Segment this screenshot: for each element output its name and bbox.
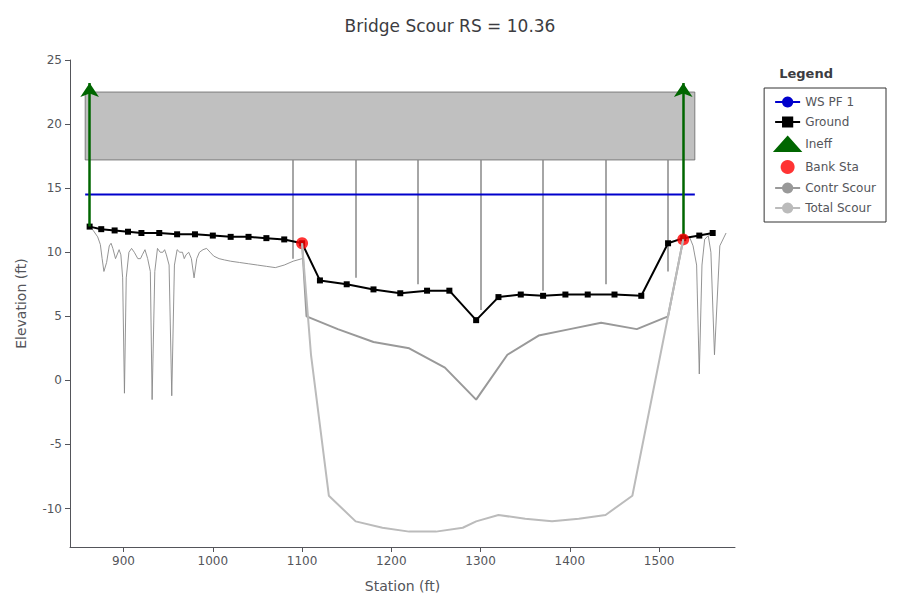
- svg-text:10: 10: [47, 245, 62, 259]
- svg-text:Bank Sta: Bank Sta: [805, 160, 859, 174]
- svg-text:-10: -10: [42, 502, 62, 516]
- svg-text:20: 20: [47, 117, 62, 131]
- svg-text:1000: 1000: [198, 554, 229, 568]
- svg-text:Bridge Scour RS = 10.36: Bridge Scour RS = 10.36: [345, 16, 556, 36]
- svg-text:15: 15: [47, 181, 62, 195]
- svg-text:Legend: Legend: [779, 66, 833, 81]
- svg-text:WS PF 1: WS PF 1: [805, 95, 854, 109]
- svg-text:Total Scour: Total Scour: [804, 201, 871, 215]
- svg-text:25: 25: [47, 53, 62, 67]
- svg-text:900: 900: [112, 554, 135, 568]
- svg-text:Elevation (ft): Elevation (ft): [13, 258, 29, 349]
- svg-text:Ground: Ground: [805, 115, 849, 129]
- svg-text:Ineff: Ineff: [805, 137, 833, 151]
- svg-text:-5: -5: [50, 437, 62, 451]
- svg-text:5: 5: [54, 309, 62, 323]
- svg-text:0: 0: [54, 373, 62, 387]
- svg-text:1300: 1300: [465, 554, 496, 568]
- svg-text:Contr Scour: Contr Scour: [805, 181, 876, 195]
- svg-text:Station (ft): Station (ft): [365, 578, 440, 594]
- svg-text:1200: 1200: [376, 554, 407, 568]
- svg-text:1500: 1500: [644, 554, 675, 568]
- svg-text:1100: 1100: [287, 554, 318, 568]
- svg-text:1400: 1400: [555, 554, 586, 568]
